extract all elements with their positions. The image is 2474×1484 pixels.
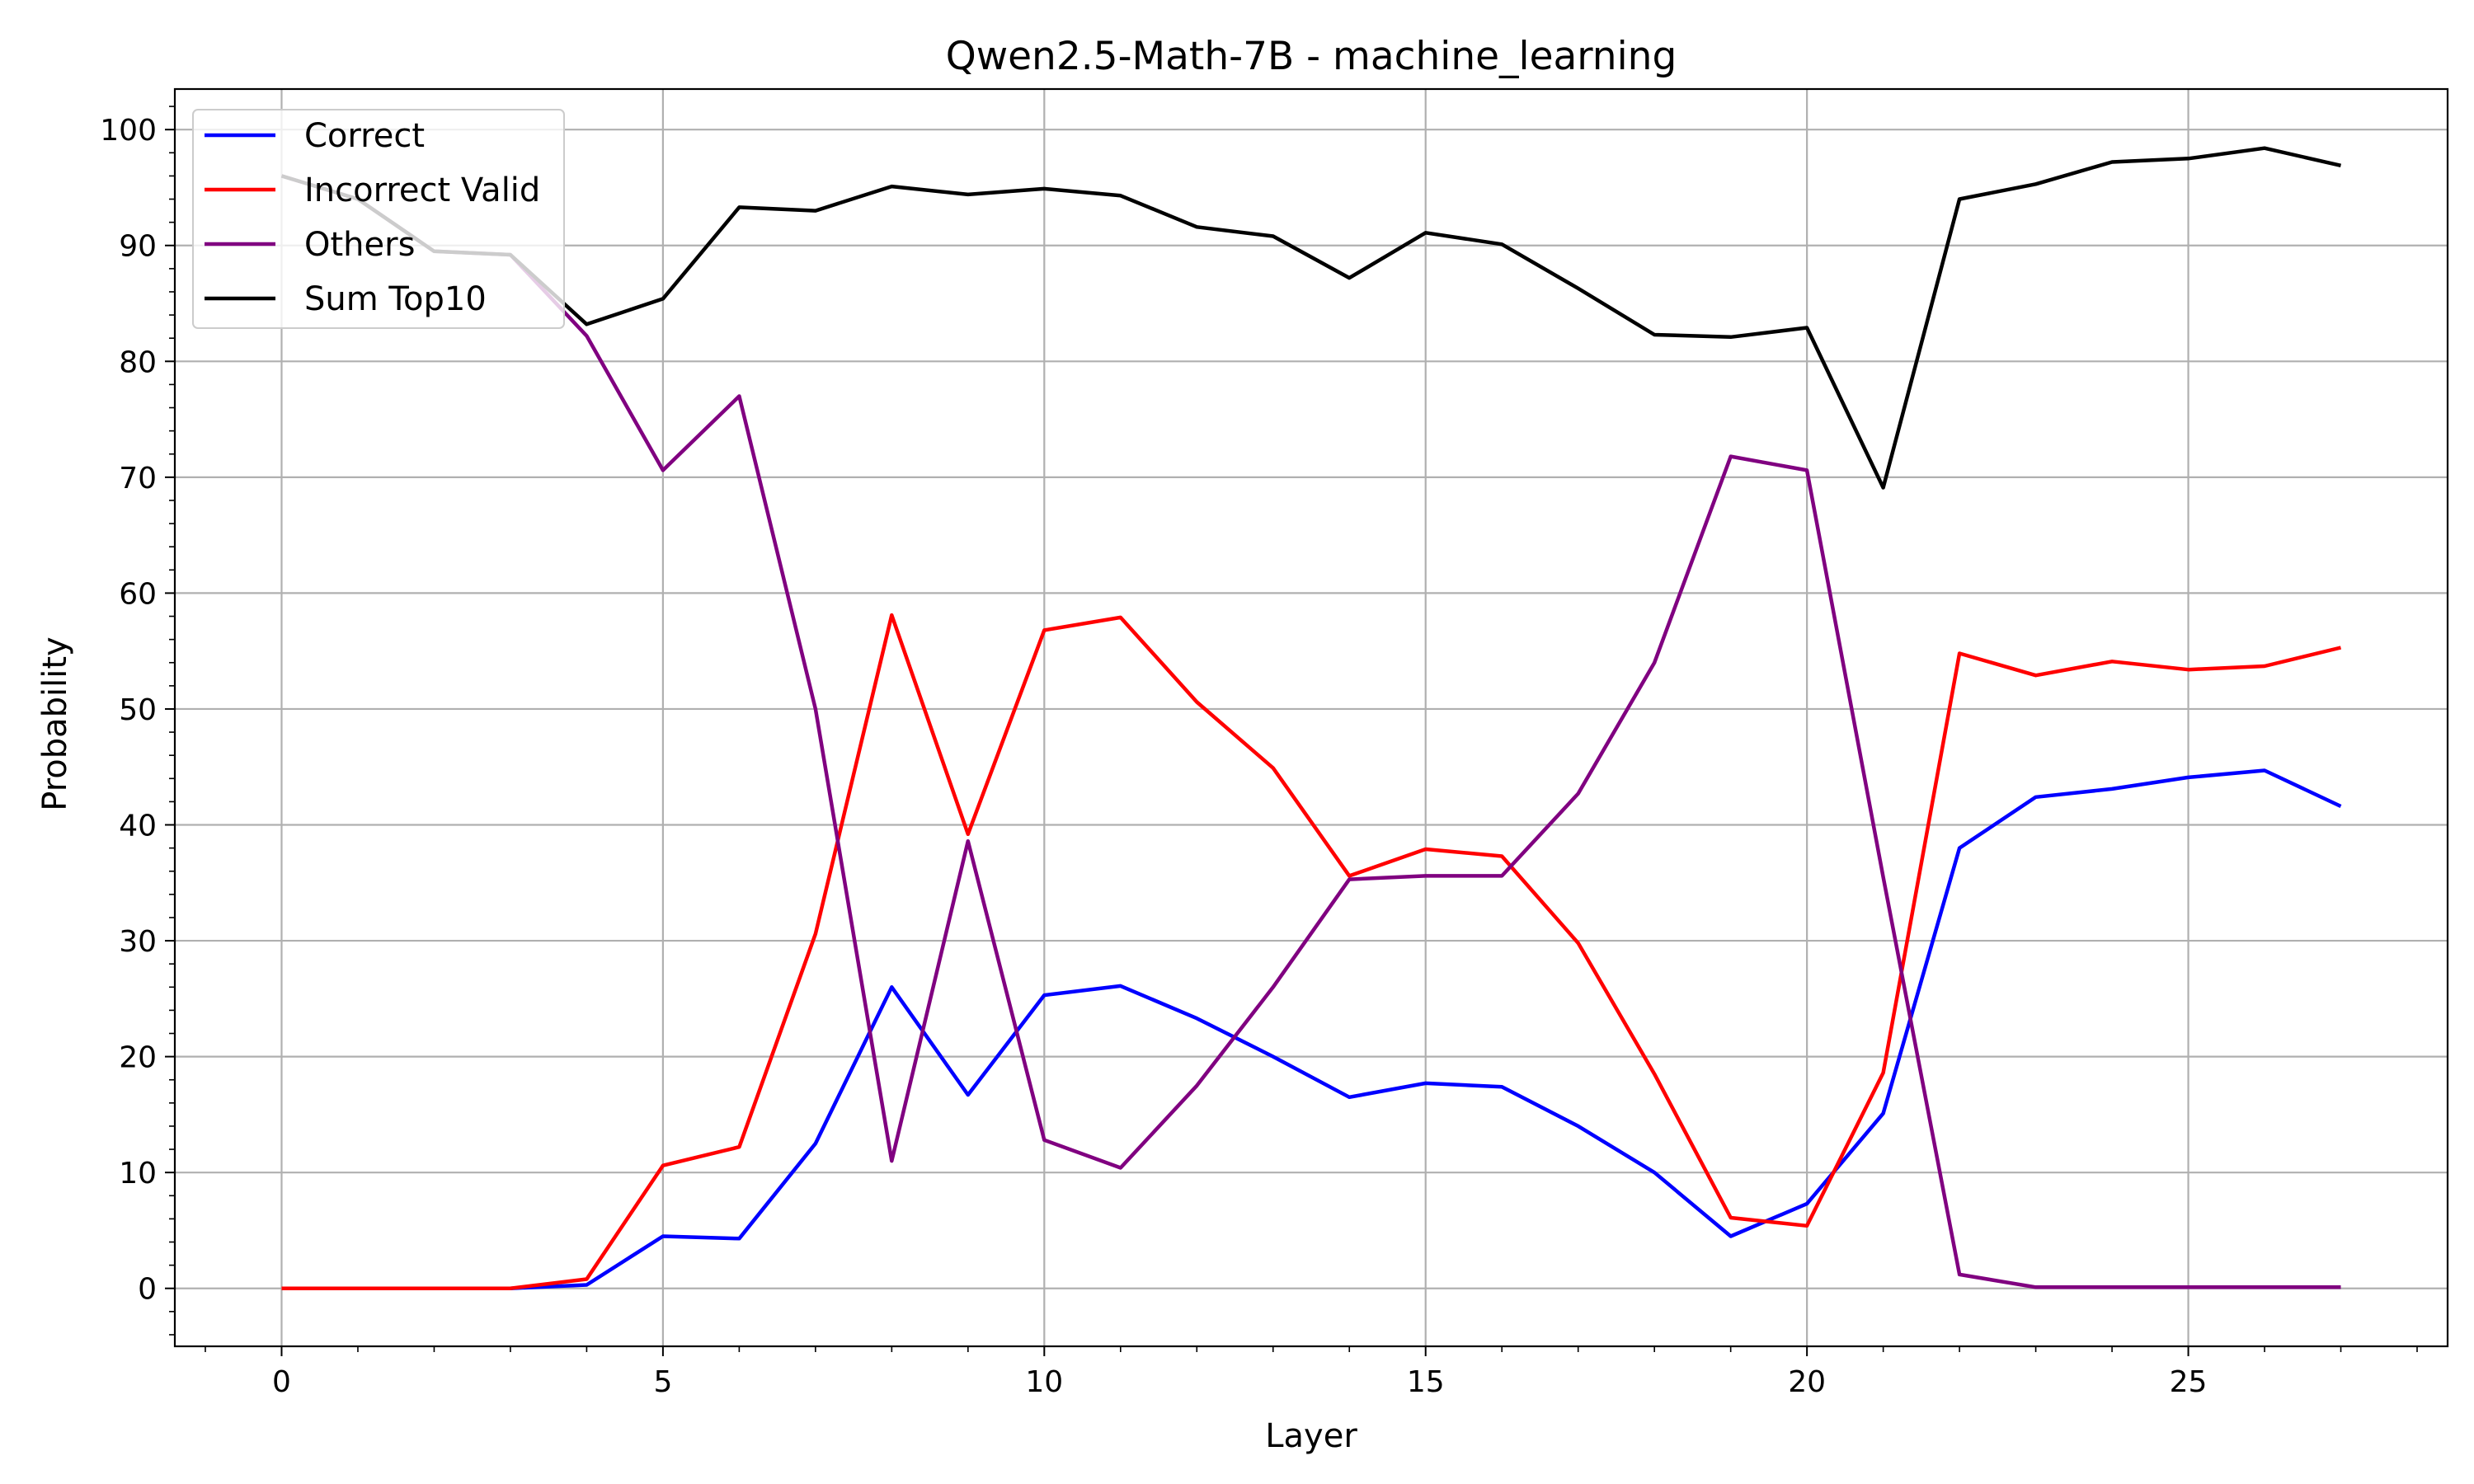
legend: Correct Incorrect Valid Others Sum Top10 xyxy=(192,109,565,329)
y-tick-label: 0 xyxy=(138,1273,157,1307)
y-tick-label: 100 xyxy=(100,114,157,148)
y-tick-label: 90 xyxy=(119,230,157,264)
x-tick-label: 0 xyxy=(272,1365,291,1399)
series-lines xyxy=(280,146,2342,1290)
series-line-others xyxy=(280,174,2341,1289)
x-tick-label: 20 xyxy=(1788,1365,1826,1399)
series-line-sum-top10 xyxy=(280,146,2342,490)
y-tick-label: 50 xyxy=(119,693,157,727)
y-tick-label: 10 xyxy=(119,1157,157,1190)
legend-entry: Sum Top10 xyxy=(304,280,487,318)
y-tick-label: 60 xyxy=(119,577,157,611)
y-tick-label: 20 xyxy=(119,1041,157,1075)
legend-entry: Others xyxy=(304,226,415,264)
y-axis-label: Probability xyxy=(36,636,74,810)
x-tick-label: 10 xyxy=(1025,1365,1063,1399)
legend-box xyxy=(192,109,565,329)
y-tick-label: 70 xyxy=(119,462,157,495)
x-axis-ticks: 0 5 10 15 20 25 xyxy=(205,1346,2418,1399)
x-tick-label: 5 xyxy=(653,1365,672,1399)
y-tick-label: 30 xyxy=(119,925,157,959)
plot-frame xyxy=(173,87,2449,1348)
y-axis-ticks: 0 10 20 30 40 50 60 70 80 90 100 xyxy=(100,106,175,1336)
chart-title: Qwen2.5-Math-7B - machine_learning xyxy=(946,34,1677,79)
x-tick-label: 15 xyxy=(1407,1365,1445,1399)
legend-entry: Correct xyxy=(304,117,425,155)
y-tick-label: 80 xyxy=(119,345,157,379)
series-line-correct xyxy=(281,768,2342,1290)
x-axis-label: Layer xyxy=(1265,1417,1357,1455)
legend-entry: Incorrect Valid xyxy=(304,171,540,209)
series-line-incorrect-valid xyxy=(281,613,2342,1290)
y-tick-label: 40 xyxy=(119,810,157,843)
x-tick-label: 25 xyxy=(2170,1365,2208,1399)
